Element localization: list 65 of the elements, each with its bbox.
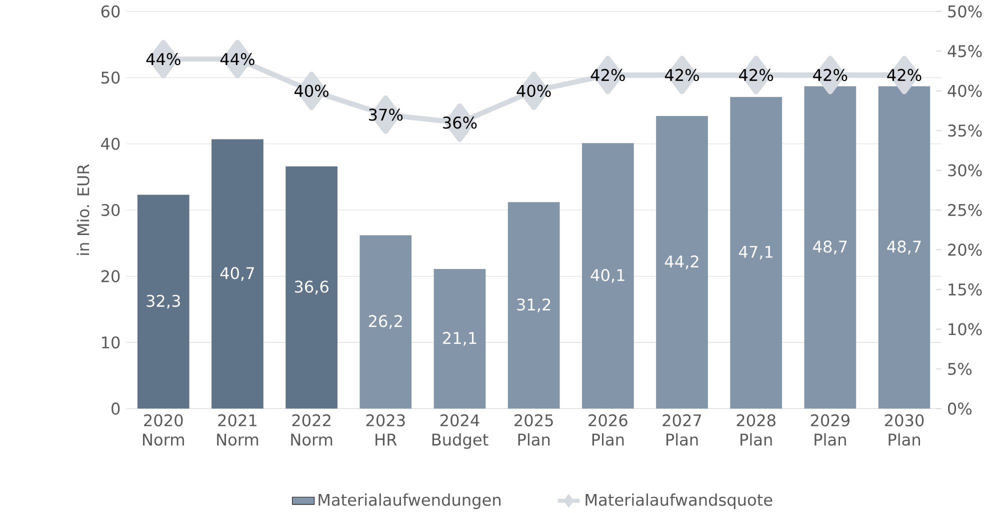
bar [212, 139, 264, 409]
data-label: 40,7 [220, 266, 254, 281]
y2-tick-label: 30% [948, 164, 982, 176]
y2-tick-label: 35% [948, 124, 982, 137]
bar [286, 166, 338, 409]
x-tick-label: 2030 Plan [884, 414, 924, 446]
y2-tick-label: 0% [948, 402, 972, 415]
x-tick-label: 2022 Norm [291, 414, 332, 446]
x-tick-label: 2026 Plan [588, 414, 628, 446]
data-label: 44,2 [664, 255, 698, 270]
y-axis-title: in Mio. EUR [76, 164, 90, 255]
data-label: 44% [146, 52, 180, 66]
bar [878, 86, 930, 409]
x-tick-label: 2020 Norm [143, 414, 184, 446]
data-label: 42% [739, 68, 774, 81]
bar [434, 268, 486, 409]
bar [137, 194, 190, 409]
y-tick-label: 40 [101, 138, 120, 150]
data-label: 48,7 [813, 240, 847, 254]
x-tick-label: 2029 Plan [810, 414, 850, 446]
y2-tick-label: 10% [948, 323, 982, 336]
data-label: 26,2 [368, 314, 402, 329]
data-label: 37% [369, 108, 403, 121]
y2-tick-label: 40% [948, 84, 982, 97]
x-tick-label: 2027 Plan [662, 414, 702, 446]
data-label: 21,1 [443, 332, 476, 346]
y2-tick-label: 20% [948, 244, 982, 256]
y-tick-label: 60 [101, 5, 120, 18]
bar [508, 202, 560, 409]
y-tick-label: 30 [102, 204, 120, 216]
data-label: 31,2 [517, 298, 550, 312]
legend-label: Materialaufwandsquote [586, 493, 772, 509]
bar [582, 143, 634, 409]
legend-label: Materialaufwendungen [318, 493, 500, 509]
data-label: 42% [590, 68, 625, 81]
data-label: 36% [443, 116, 477, 129]
x-tick-label: 2023 HR [366, 414, 405, 446]
data-label: 40% [294, 84, 329, 97]
x-tick-label: 2024 Budget [432, 414, 488, 449]
y2-tick-label: 15% [948, 283, 982, 296]
data-label: 36,6 [294, 280, 328, 294]
data-label: 44% [220, 52, 254, 66]
data-label: 47,1 [738, 246, 772, 260]
bar [360, 235, 412, 409]
data-label: 32,3 [146, 294, 180, 309]
y-tick-label: 0 [112, 402, 120, 415]
bar [730, 96, 782, 409]
y2-tick-label: 5% [948, 362, 972, 375]
y-tick-label: 20 [101, 270, 120, 282]
data-label: 40,1 [590, 268, 624, 283]
x-tick-label: 2028 Plan [736, 414, 776, 446]
x-tick-label: 2021 Norm [217, 414, 258, 446]
y2-tick-label: 45% [948, 44, 982, 58]
x-tick-label: 2025 Plan [514, 414, 553, 446]
y2-tick-label: 25% [948, 204, 982, 216]
y-tick-label: 10 [102, 336, 120, 348]
bar [804, 86, 856, 409]
data-label: 42% [813, 68, 848, 81]
data-label: 48,7 [887, 240, 921, 254]
data-label: 42% [664, 68, 699, 81]
y-tick-label: 50 [102, 71, 120, 84]
bar [656, 116, 708, 409]
y2-tick-label: 50% [948, 5, 982, 18]
data-label: 40% [516, 84, 551, 97]
data-label: 42% [887, 68, 922, 81]
